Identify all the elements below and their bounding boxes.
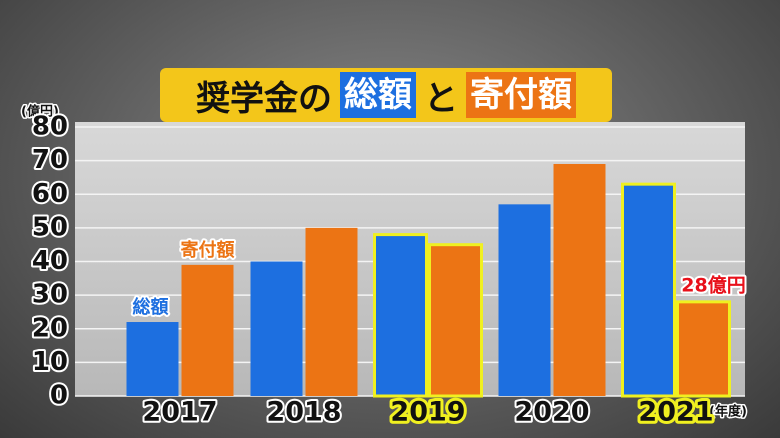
y-tick-label: 30 <box>32 280 68 310</box>
bar <box>553 163 606 396</box>
y-unit: (億円) <box>21 104 59 120</box>
title-part: 奨学金の <box>196 78 332 119</box>
y-tick-label: 50 <box>32 212 68 242</box>
x-tick-label: 2019 <box>390 397 465 428</box>
legend-label: 総額 <box>133 296 169 318</box>
bar <box>428 243 483 398</box>
title-part: 寄付額 <box>466 72 576 118</box>
y-tick-label: 40 <box>32 246 68 276</box>
bar <box>498 204 551 396</box>
bar <box>250 261 303 396</box>
legend-label: 寄付額 <box>181 239 235 261</box>
y-tick-label: 10 <box>32 347 68 377</box>
bar <box>676 300 731 398</box>
bar <box>181 264 234 396</box>
y-tick-label: 60 <box>32 179 68 209</box>
x-tick-label: 2021 <box>638 397 713 428</box>
x-unit: (年度) <box>709 404 747 420</box>
y-tick-label: 0 <box>50 381 68 411</box>
bar <box>305 227 358 396</box>
x-tick-label: 2017 <box>142 397 217 428</box>
x-tick-label: 2020 <box>514 397 589 428</box>
y-tick-label: 70 <box>32 145 68 175</box>
bar <box>621 182 676 398</box>
bar <box>126 322 179 396</box>
title-part: と <box>424 78 458 119</box>
y-tick-label: 20 <box>32 313 68 343</box>
x-tick-label: 2018 <box>266 397 341 428</box>
bar <box>373 233 428 398</box>
title-part: 総額 <box>340 72 416 118</box>
y-tick-label: 80 <box>32 112 68 142</box>
chart-title: 奨学金の 総額と寄付額 <box>160 68 612 122</box>
annotation: 28億円 <box>681 273 745 296</box>
